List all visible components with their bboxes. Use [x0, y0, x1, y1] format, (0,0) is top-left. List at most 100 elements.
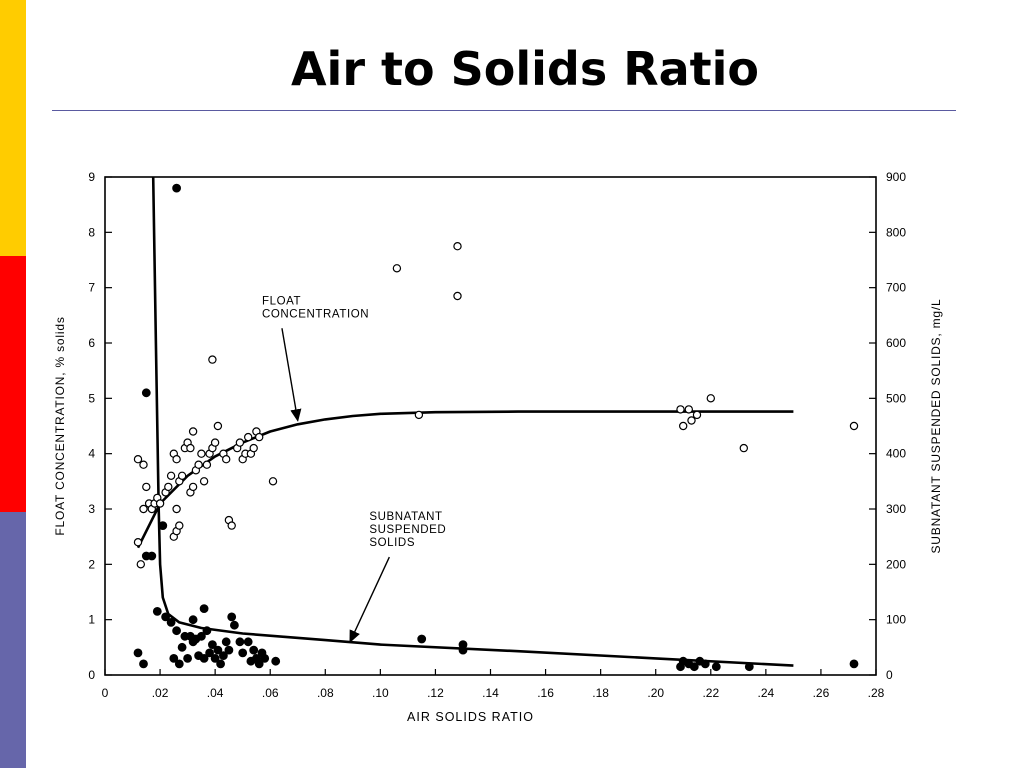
- subnatant-solids-point: [229, 620, 239, 630]
- float-concentration-point: [172, 455, 181, 464]
- x-tick-label: .26: [813, 686, 830, 700]
- subnatant-solids-point: [141, 388, 151, 398]
- float-concentration-point: [166, 471, 176, 480]
- x-tick-label: .08: [317, 686, 334, 700]
- x-tick-label: .20: [647, 686, 664, 700]
- float-concentration-point: [453, 241, 462, 251]
- float-concentration-point: [849, 421, 859, 431]
- subnatant-solids-point: [227, 612, 237, 622]
- annotation-label: SUSPENDED: [369, 524, 446, 536]
- subnatant-solids-point: [744, 662, 754, 672]
- subnatant-solids-point: [235, 637, 245, 647]
- air-solids-chart: 0 .02 .04 .06 .08 .10 .12 .14 .16 .18 .20 .22 .24 .26…: [53, 170, 943, 724]
- subnatant-solids-point: [133, 648, 143, 658]
- annotation-arrow: [349, 556, 390, 644]
- float-concentration-point: [235, 438, 245, 447]
- y-right-tick-label: 500: [886, 391, 906, 405]
- y-right-tick-label: 800: [886, 225, 906, 239]
- float-concentration-point: [133, 538, 143, 547]
- float-concentration-point: [133, 455, 143, 464]
- y-left-tick-label: 1: [88, 613, 95, 627]
- subnatant-solids-point: [849, 659, 859, 669]
- float-concentration-point: [392, 264, 402, 273]
- float-concentration-point: [155, 499, 165, 508]
- x-tick-label: .16: [537, 686, 554, 700]
- x-tick-label: .22: [702, 686, 719, 700]
- subnatant-solids-point: [249, 645, 259, 655]
- x-tick-label: .04: [207, 686, 224, 700]
- float-concentration-point: [679, 421, 688, 431]
- slide-title: Air to Solids Ratio: [290, 42, 760, 96]
- float-concentration-point: [172, 504, 181, 514]
- subnatant-solids-point: [254, 659, 264, 669]
- float-concentration-point: [186, 443, 195, 453]
- x-tick-label: 0: [102, 686, 109, 700]
- subnatant-solids-point: [260, 653, 270, 663]
- title-divider: [52, 110, 956, 111]
- y-right-tick-label: 900: [886, 170, 906, 184]
- subnatant-solids-point: [172, 626, 182, 636]
- float-concentration-point: [243, 432, 253, 442]
- y-left-tick-label: 0: [88, 668, 95, 682]
- y-left-tick-label: 6: [88, 336, 95, 350]
- y-left-tick-label: 7: [88, 281, 95, 295]
- y-right-tick-label: 600: [886, 336, 906, 350]
- subnatant-solids-point: [199, 604, 209, 614]
- subnatant-solids-point: [205, 648, 215, 658]
- subnatant-solids-point: [166, 617, 176, 627]
- subnatant-solids-point: [183, 653, 193, 663]
- subnatant-solids-point: [221, 637, 231, 647]
- subnatant-solids-point: [243, 637, 253, 647]
- subnatant-solids-point: [271, 656, 281, 666]
- subnatant-solids-point: [207, 640, 217, 650]
- float-concentration-point: [139, 460, 148, 469]
- subnatant-solids-point: [172, 183, 182, 193]
- subnatant-solids-point: [158, 521, 168, 531]
- subnatant-solids-point: [188, 615, 198, 625]
- subnatant-solids-point: [689, 662, 699, 672]
- subnatant-solids-point: [169, 653, 179, 663]
- annotation-arrow: [281, 328, 302, 422]
- y-left-tick-label: 3: [88, 502, 95, 516]
- float-concentration-point: [706, 394, 716, 403]
- float-concentration-point: [254, 432, 264, 442]
- float-concentration-point: [227, 521, 236, 530]
- y-right-tick-label: 400: [886, 447, 906, 461]
- accent-bar-yellow: [0, 0, 26, 256]
- subnatant-solids-point: [711, 662, 721, 672]
- x-tick-label: .18: [592, 686, 609, 700]
- subnatant-solids-point: [224, 645, 234, 655]
- float-concentration-point: [739, 443, 749, 453]
- subnatant-solids-point: [174, 659, 184, 669]
- y-left-tick-label: 8: [88, 225, 95, 239]
- y-left-tick-label: 2: [88, 557, 95, 571]
- x-tick-label: .28: [868, 686, 885, 700]
- subnatant-solids-point: [210, 653, 220, 663]
- float-concentration-point: [142, 482, 151, 492]
- x-tick-label: .12: [427, 686, 444, 700]
- y-right-tick-label: 200: [886, 557, 906, 571]
- float-concentration-point: [197, 449, 206, 458]
- subnatant-solids-point: [161, 612, 170, 622]
- annotation-label: CONCENTRATION: [262, 308, 369, 320]
- accent-bar-purple: [0, 512, 26, 768]
- fit-curve: [151, 176, 794, 667]
- float-concentration-point: [213, 421, 223, 431]
- fit-curve: [136, 410, 794, 549]
- subnatant-solids-point: [213, 645, 223, 655]
- float-concentration-point: [164, 482, 173, 492]
- float-concentration-point: [188, 482, 198, 492]
- float-concentration-point: [210, 438, 220, 447]
- subnatant-solids-point: [177, 642, 187, 652]
- float-concentration-point: [199, 477, 209, 486]
- y-right-tick-label: 0: [886, 668, 893, 682]
- float-concentration-point: [692, 410, 702, 420]
- float-concentration-point: [453, 291, 462, 301]
- float-concentration-point: [684, 405, 694, 414]
- float-concentration-point: [208, 355, 217, 364]
- float-concentration-point: [268, 477, 278, 486]
- y-right-tick-label: 100: [886, 613, 906, 627]
- subnatant-solids-point: [417, 634, 427, 644]
- subnatant-solids-point: [152, 606, 162, 616]
- subnatant-solids-point: [147, 551, 157, 561]
